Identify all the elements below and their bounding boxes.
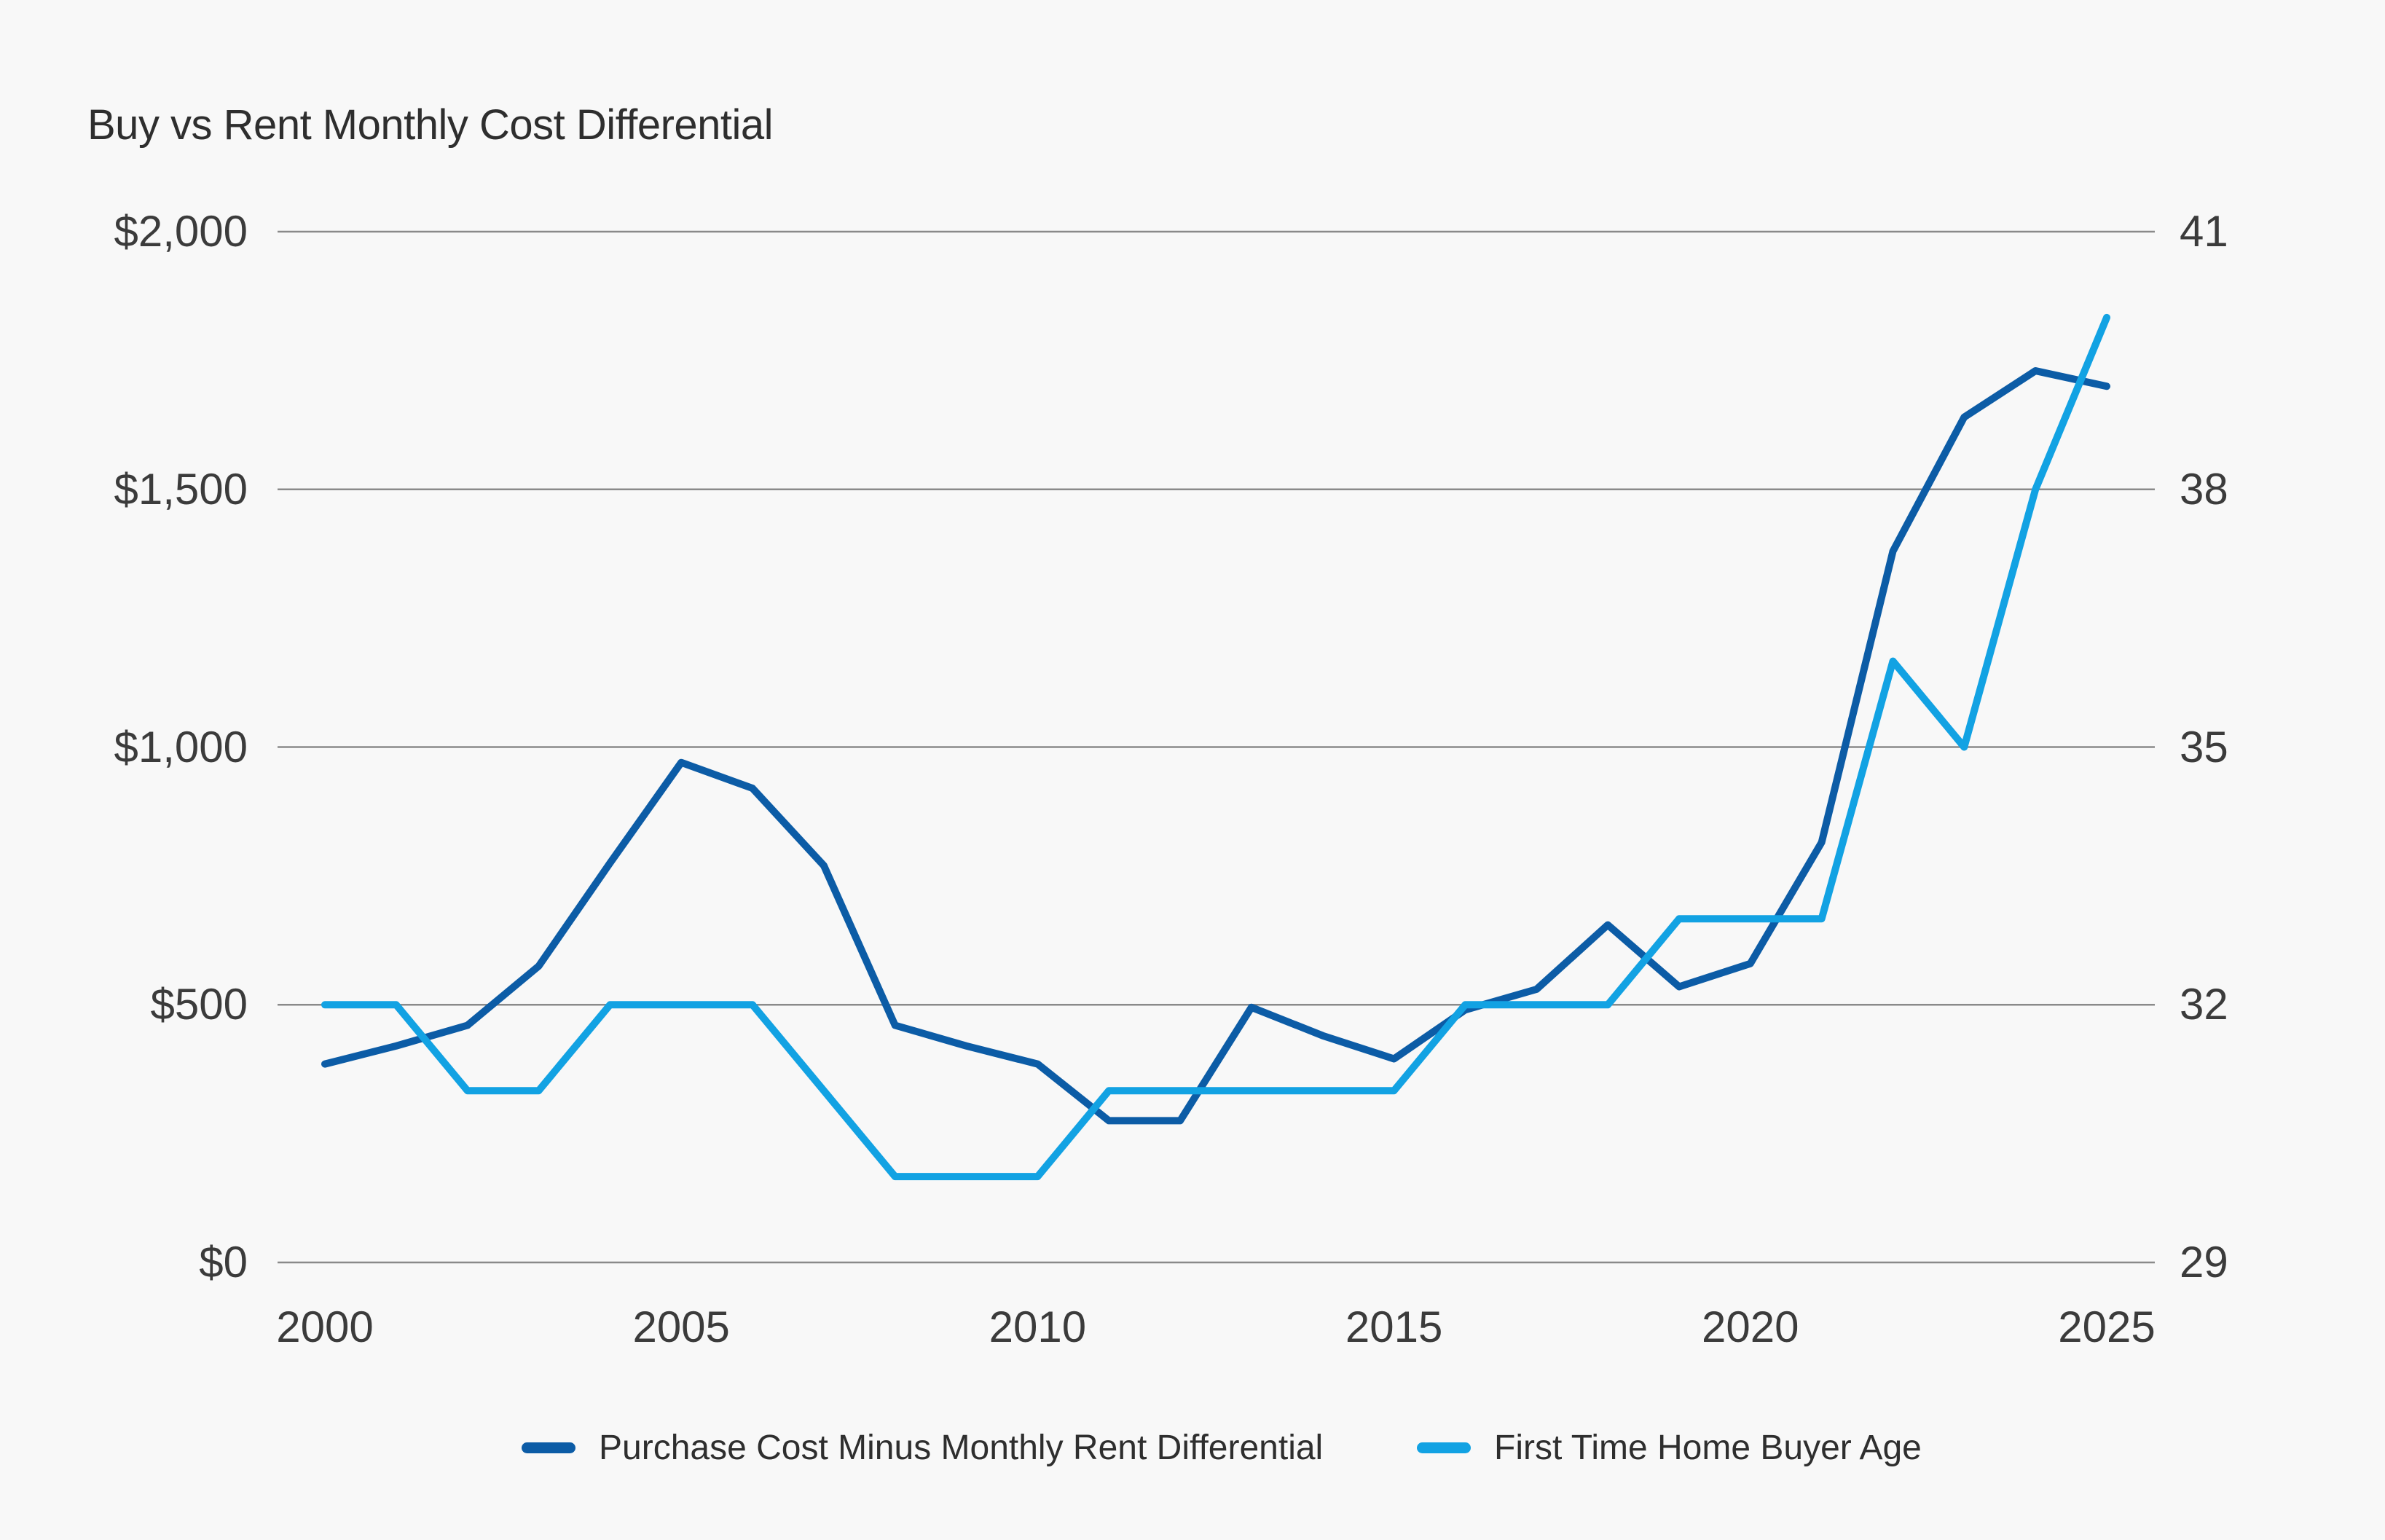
axis-tick-label: 2015 bbox=[1345, 1303, 1443, 1351]
gridlines bbox=[278, 230, 2155, 1264]
axis-tick-label: 2010 bbox=[989, 1303, 1087, 1351]
legend-item: Purchase Cost Minus Monthly Rent Differe… bbox=[522, 1422, 1323, 1473]
chart-title: Buy vs Rent Monthly Cost Differential bbox=[87, 101, 774, 149]
axis-tick-label: 41 bbox=[2180, 207, 2228, 256]
legend-label: First Time Home Buyer Age bbox=[1494, 1428, 1922, 1467]
axis-tick-label: $500 bbox=[150, 980, 248, 1029]
legend-label: Purchase Cost Minus Monthly Rent Differe… bbox=[599, 1428, 1324, 1467]
axis-tick-label: 32 bbox=[2180, 980, 2228, 1029]
axis-tick-label: 29 bbox=[2180, 1238, 2228, 1286]
axis-tick-label: $1,000 bbox=[114, 722, 248, 771]
axis-tick-label: $2,000 bbox=[114, 207, 248, 256]
axis-tick-label: $1,500 bbox=[114, 464, 248, 514]
axis-tick-label: 38 bbox=[2180, 464, 2228, 514]
legend-swatch-icon bbox=[522, 1442, 575, 1453]
first-time-buyer-age-line bbox=[321, 313, 2110, 1181]
legend-item: First Time Home Buyer Age bbox=[1417, 1422, 1922, 1473]
axis-tick-label: 2000 bbox=[276, 1303, 374, 1351]
axis-tick-label: 2020 bbox=[1702, 1303, 1799, 1351]
axis-tick-label: 35 bbox=[2180, 722, 2228, 771]
purchase-differential-line bbox=[321, 367, 2110, 1125]
axis-tick-label: 2005 bbox=[632, 1303, 730, 1351]
axis-tick-label: $0 bbox=[199, 1238, 248, 1286]
legend-swatch-icon bbox=[1417, 1442, 1471, 1453]
axis-tick-label: 2025 bbox=[2058, 1303, 2156, 1351]
